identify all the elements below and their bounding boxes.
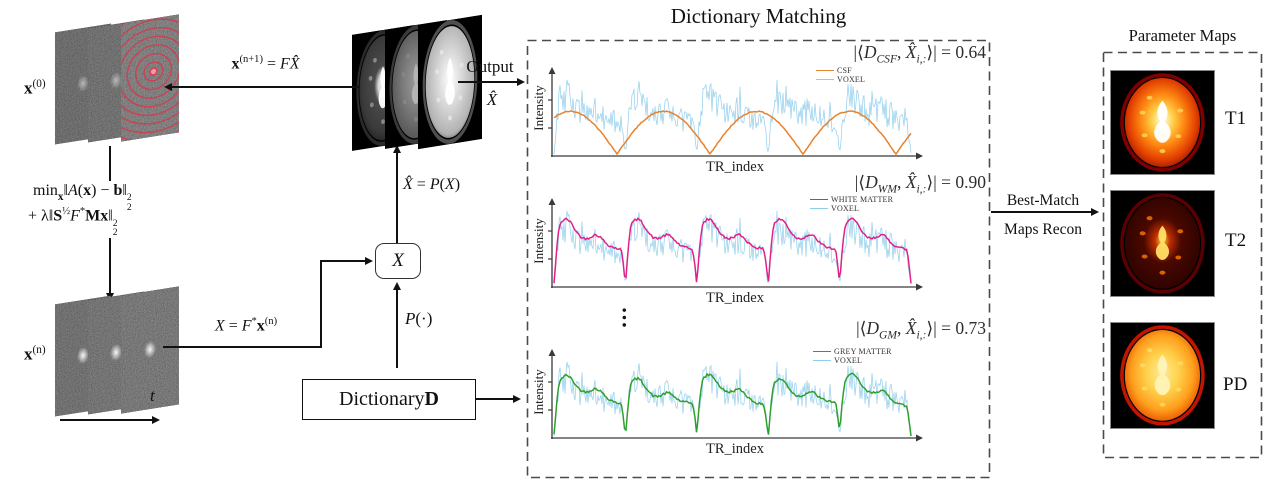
vertical-ellipsis: … [617,306,643,330]
update-arrow [170,86,360,88]
dictionary-box: Dictionary D [302,379,476,420]
dictionary-arrow [475,398,515,400]
projection-operator-arrow [396,285,398,368]
parameter-map-pd [1110,322,1215,429]
output-label: Output [466,57,514,76]
y-axis-label: Intensity [531,85,546,131]
projection-equation-label: X̂ = P(X) [403,176,461,193]
dictionary-matching-title: Dictionary Matching [670,4,847,28]
legend-swatch [816,69,834,72]
projection-operator-label: P(·) [405,309,433,328]
legend-item: CSF [816,66,865,75]
legend-swatch [810,207,828,210]
best-match-label-bottom: Maps Recon [1004,221,1082,238]
brain-slice [418,14,482,150]
legend-item: VOXEL [813,356,892,365]
legend-gm: GREY MATTER VOXEL [813,347,892,365]
map-label-pd: PD [1223,374,1248,395]
recon-path-v [320,261,322,348]
legend-label: GREY MATTER [834,347,892,356]
image-stack [352,14,494,152]
x-axis-label: TR_index [706,441,764,457]
legend-csf: CSF VOXEL [816,66,865,84]
legend-wm: WHITE MATTER VOXEL [810,195,893,213]
parameter-maps-title: Parameter Maps [1128,26,1237,45]
match-score-gm: |⟨DGM, X̂i,:⟩| = 0.73 [856,318,986,342]
time-label: t [150,386,155,405]
update-equation-label: x(n+1) = FX̂ [231,54,300,73]
arrowhead-right [365,256,373,265]
kspace-sheet-front [121,14,179,142]
best-match-label-top: Best-Match [1006,192,1080,209]
legend-item: VOXEL [816,75,865,84]
recon-path-h2 [320,260,366,262]
kspace-sheet [121,286,179,414]
arrowhead-right [517,77,525,86]
recon-path-h1 [163,346,321,348]
pd-map-image [1113,325,1212,426]
legend-item: WHITE MATTER [810,195,893,204]
legend-label: VOXEL [837,75,866,84]
label-x0: x(0) [24,78,46,98]
output-x-label: X̂ [486,90,498,109]
connector-line [109,146,111,181]
legend-label: VOXEL [834,356,863,365]
kspace-stack-initial [55,14,187,156]
parameter-map-t2 [1110,190,1215,297]
arrowhead-right [152,415,160,424]
arrowhead-right [513,394,521,403]
map-label-t1: T1 [1225,108,1247,129]
signal-plot-wm [548,198,923,291]
match-score-wm: |⟨DWM, X̂i,:⟩| = 0.90 [854,172,986,196]
legend-swatch [816,78,834,81]
legend-label: CSF [837,66,852,75]
kspace-stack-current [55,286,187,428]
recon-equation-label: X = F*x(n) [214,316,278,335]
legend-swatch [813,359,831,362]
kspace-center-glow [143,339,157,360]
arrowhead-up [392,145,401,153]
arrow-to-xn [109,238,111,294]
y-axis-label: Intensity [531,369,546,415]
spiral-trajectory-overlay [121,14,179,142]
y-axis-label: Intensity [531,218,546,264]
consistency-equation-line1: minx‖A(x) − b‖ 2 2 [33,182,132,214]
t1-map-image [1113,73,1212,172]
brain-slice-sheet [418,14,482,150]
legend-swatch [813,350,831,353]
t2-map-image [1113,193,1212,294]
legend-item: VOXEL [810,204,893,213]
legend-swatch [810,198,828,201]
legend-label: VOXEL [831,204,860,213]
consistency-equation-line2: + λ‖S½F*Mx‖ 2 2 [28,206,118,239]
time-axis-arrow [60,419,153,421]
arrowhead-left [164,82,172,91]
signal-plot-csf [548,67,923,160]
x-axis-label: TR_index [706,290,764,306]
output-arrow [458,81,518,83]
legend-item: GREY MATTER [813,347,892,356]
signal-plot-gm [548,349,923,442]
x-axis-label: TR_index [706,159,764,175]
legend-label: WHITE MATTER [831,195,894,204]
projection-path [396,148,398,243]
parameter-map-t1 [1110,70,1215,175]
label-xn: x(n) [24,344,46,364]
match-score-csf: |⟨DCSF, X̂i,:⟩| = 0.64 [853,42,987,66]
map-label-t2: T2 [1225,230,1247,251]
best-match-arrow [991,211,1092,213]
arrowhead-right [1091,207,1099,216]
x-box: X [375,243,421,279]
arrowhead-up [392,282,401,290]
